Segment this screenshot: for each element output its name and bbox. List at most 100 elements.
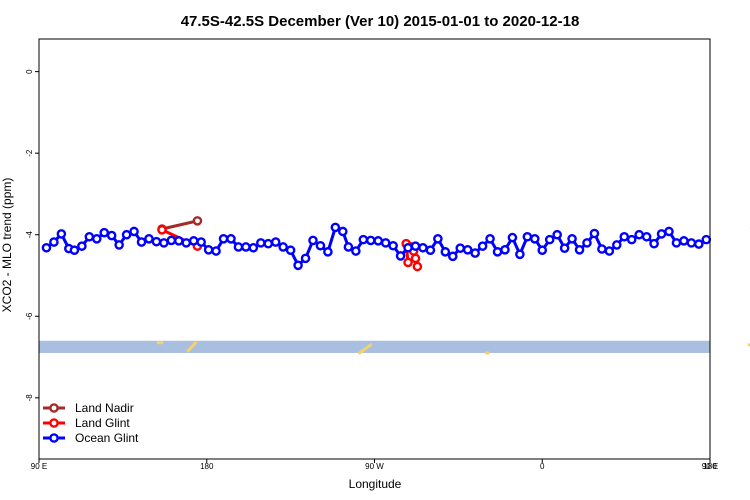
legend-item-land-nadir: Land Nadir — [43, 401, 134, 415]
point-ocean-glint-0-39 — [330, 222, 341, 233]
y-axis-label: XCO2 - MLO trend (ppm) — [0, 178, 14, 313]
point-ocean-glint-0-33 — [285, 245, 296, 256]
point-ocean-glint-0-52 — [425, 245, 436, 256]
point-ocean-glint-0-42 — [351, 246, 361, 256]
land-mark-1 — [186, 341, 198, 353]
legend-label-land-glint: Land Glint — [75, 416, 130, 430]
point-ocean-glint-0-73 — [582, 238, 592, 248]
point-ocean-glint-0-45 — [373, 236, 384, 246]
point-ocean-glint-0-72 — [574, 245, 585, 255]
point-ocean-glint-0-43 — [358, 234, 369, 245]
point-ocean-glint-0-21 — [196, 237, 206, 247]
y-tick-label-3: -6 — [25, 312, 34, 320]
point-ocean-glint-0-17 — [166, 235, 177, 246]
point-ocean-glint-0-41 — [343, 242, 354, 252]
point-ocean-glint-0-49 — [403, 242, 413, 253]
legend-swatch-marker-land-nadir — [49, 403, 59, 413]
point-ocean-glint-0-55 — [447, 251, 458, 262]
point-ocean-glint-0-40 — [338, 226, 348, 237]
point-ocean-glint-0-14 — [144, 234, 154, 244]
point-ocean-glint-0-27 — [241, 242, 251, 252]
point-ocean-glint-0-50 — [410, 241, 421, 251]
point-land-glint-0-0 — [157, 225, 167, 235]
series-line-ocean-glint-0 — [45, 225, 708, 267]
x-tick-label-3: 0 — [540, 462, 545, 471]
ocean-band — [39, 340, 710, 353]
series-layer — [41, 216, 750, 272]
point-ocean-glint-0-59 — [477, 241, 488, 251]
point-ocean-glint-0-12 — [129, 226, 139, 237]
point-ocean-glint-0-76 — [604, 246, 615, 256]
point-land-glint-2-2 — [410, 253, 421, 264]
y-tick-label-4: -8 — [25, 394, 34, 402]
point-ocean-glint-0-66 — [529, 234, 540, 244]
point-ocean-glint-0-46 — [380, 238, 391, 248]
point-ocean-glint-0-22 — [203, 245, 214, 255]
point-land-glint-2-3 — [412, 261, 423, 272]
point-ocean-glint-0-18 — [173, 236, 184, 246]
point-land-nadir-0-1 — [192, 216, 203, 226]
point-ocean-glint-0-37 — [315, 240, 326, 251]
point-ocean-glint-0-19 — [181, 238, 192, 248]
y-tick-label-1: -2 — [25, 149, 34, 157]
y-tick-label-2: -4 — [25, 231, 34, 239]
series-ocean-glint — [41, 222, 712, 271]
point-ocean-glint-0-8 — [99, 227, 110, 238]
land-mark-2 — [358, 343, 373, 355]
point-ocean-glint-0-20 — [188, 236, 199, 246]
point-ocean-glint-0-88 — [694, 239, 704, 249]
point-ocean-glint-0-62 — [500, 245, 510, 255]
legend-label-land-nadir: Land Nadir — [75, 401, 134, 415]
point-ocean-glint-0-74 — [589, 228, 600, 239]
point-ocean-glint-0-0 — [41, 242, 52, 253]
point-ocean-glint-0-7 — [91, 234, 102, 244]
point-ocean-glint-0-44 — [365, 235, 376, 246]
x-tick-label-0: 90 E — [31, 462, 47, 471]
point-ocean-glint-0-79 — [626, 234, 637, 245]
point-ocean-glint-0-87 — [686, 238, 697, 248]
legend-swatch-marker-ocean-glint — [49, 433, 59, 443]
point-ocean-glint-0-26 — [233, 242, 244, 252]
point-ocean-glint-0-48 — [395, 251, 406, 261]
point-ocean-glint-0-23 — [211, 246, 221, 256]
point-ocean-glint-0-34 — [293, 260, 303, 271]
legend-item-ocean-glint: Ocean Glint — [43, 431, 139, 445]
x-tick-label-4: 90 E — [702, 462, 718, 471]
y-tick-label-0: 0 — [25, 69, 34, 74]
point-ocean-glint-0-89 — [701, 234, 712, 245]
point-ocean-glint-0-70 — [559, 243, 570, 253]
legend-item-land-glint: Land Glint — [43, 416, 130, 430]
y-axis: 0 -2 -4 -6 -8 — [25, 69, 39, 402]
point-ocean-glint-0-47 — [388, 240, 398, 251]
point-ocean-glint-0-1 — [49, 237, 59, 247]
point-ocean-glint-0-15 — [151, 236, 162, 247]
point-ocean-glint-0-69 — [552, 229, 562, 240]
point-ocean-glint-0-77 — [612, 240, 622, 250]
point-land-glint-1-1 — [403, 257, 413, 268]
point-ocean-glint-0-85 — [671, 238, 682, 248]
background-band — [39, 340, 750, 355]
point-ocean-glint-0-63 — [507, 232, 518, 243]
point-ocean-glint-0-65 — [522, 231, 533, 242]
x-tick-label-2: 90 W — [365, 462, 384, 471]
point-ocean-glint-0-83 — [656, 229, 667, 239]
point-ocean-glint-0-29 — [256, 238, 266, 248]
x-axis-label: Longitude — [349, 477, 402, 491]
point-ocean-glint-0-81 — [641, 231, 652, 242]
point-ocean-glint-0-86 — [679, 236, 689, 246]
point-ocean-glint-0-75 — [597, 244, 607, 254]
point-ocean-glint-0-78 — [619, 231, 630, 242]
point-ocean-glint-0-68 — [544, 234, 555, 245]
point-ocean-glint-0-51 — [418, 242, 428, 253]
point-ocean-glint-0-67 — [537, 245, 548, 256]
legend-swatch-marker-land-glint — [49, 418, 59, 428]
point-ocean-glint-0-38 — [323, 247, 333, 257]
point-ocean-glint-0-53 — [433, 234, 443, 244]
point-ocean-glint-0-31 — [270, 237, 281, 247]
point-ocean-glint-0-16 — [159, 238, 169, 248]
point-ocean-glint-0-13 — [136, 237, 147, 247]
point-ocean-glint-0-25 — [226, 234, 236, 244]
